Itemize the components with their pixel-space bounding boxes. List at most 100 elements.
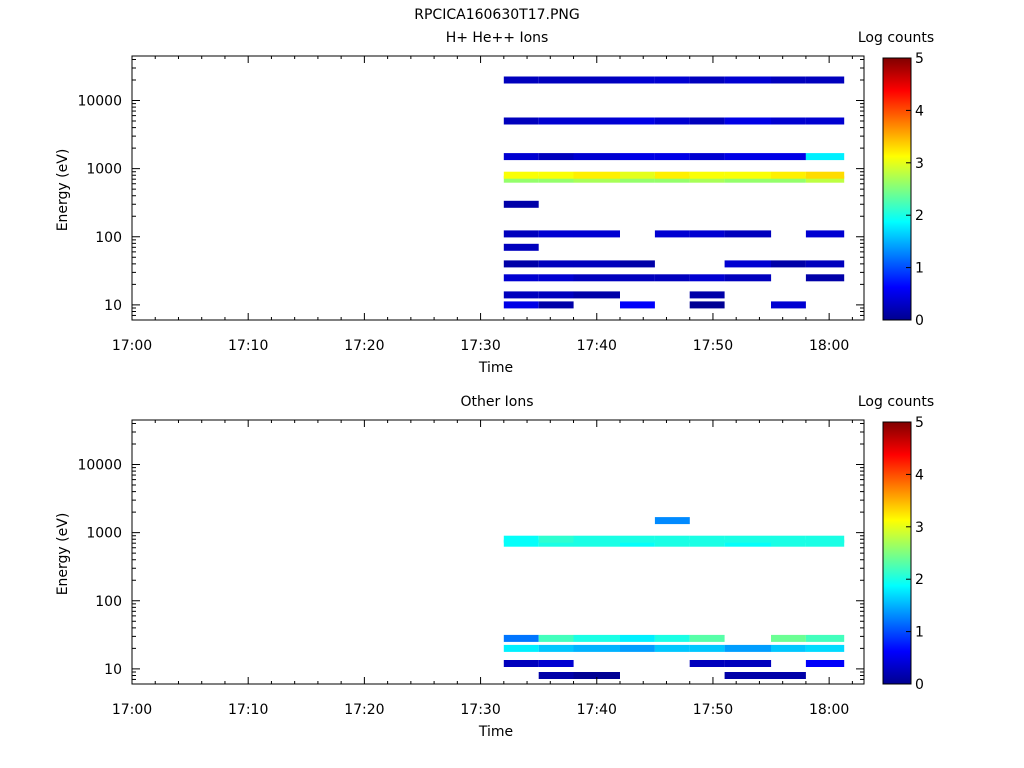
heatmap-cell (724, 153, 772, 161)
heatmap-cell (724, 274, 772, 282)
heatmap-cell (689, 153, 725, 161)
heatmap-cell (689, 301, 725, 309)
heatmap-cell (805, 535, 845, 543)
x-tick-label: 18:00 (809, 702, 849, 718)
heatmap-cell (620, 274, 655, 282)
x-tick-label: 17:00 (112, 702, 152, 718)
heatmap-cell (805, 175, 845, 183)
heatmap-cell (654, 274, 690, 282)
panel-h-he-ions: H+ He++ Ions Log counts Time Energy (eV)… (55, 30, 934, 376)
heatmap-cells (503, 517, 845, 679)
x-tick-label: 17:40 (577, 338, 617, 354)
heatmap-cell (538, 634, 574, 642)
heatmap-cell (689, 274, 725, 282)
colorbar-tick-label: 5 (915, 51, 924, 67)
heatmap-cell (503, 76, 539, 84)
y-tick-label: 10000 (77, 94, 122, 110)
heatmap-cell (771, 535, 806, 543)
y-axis-label: Energy (eV) (55, 513, 71, 596)
heatmap-cell (538, 539, 574, 547)
heatmap-cell (538, 660, 574, 667)
colorbar-label: Log counts (858, 30, 934, 46)
heatmap-cell (620, 175, 655, 183)
heatmap-cell (805, 260, 845, 268)
heatmap-cell (620, 301, 655, 309)
heatmap-cell (538, 76, 574, 84)
heatmap-cell (538, 230, 574, 238)
heatmap-cell (620, 76, 655, 84)
heatmap-cell (689, 230, 725, 238)
heatmap-cell (503, 200, 539, 208)
colorbar-tick-label: 0 (915, 677, 924, 693)
heatmap-cell (503, 260, 539, 268)
heatmap-cell (805, 539, 845, 547)
heatmap-cell (771, 260, 806, 268)
heatmap-cell (805, 660, 845, 667)
heatmap-cell (689, 660, 725, 667)
colorbar-gradient (882, 57, 912, 321)
heatmap-cell (538, 175, 574, 183)
heatmap-cell (771, 76, 806, 84)
x-tick-label: 17:50 (693, 338, 733, 354)
heatmap-cell (724, 230, 772, 238)
heatmap-cell (538, 301, 574, 309)
heatmap-cell (689, 644, 725, 652)
y-tick-label: 100 (95, 594, 122, 610)
colorbar-tick-label: 1 (915, 261, 924, 277)
heatmap-cell (538, 171, 574, 179)
x-axis-label: Time (478, 360, 513, 376)
heatmap-cell (654, 171, 690, 179)
heatmap-cell (654, 76, 690, 84)
heatmap-cell (503, 171, 539, 179)
heatmap-cell (724, 117, 772, 125)
heatmap-cell (503, 539, 539, 547)
heatmap-cell (573, 117, 620, 125)
heatmap-cell (573, 175, 620, 183)
heatmap-cell (654, 175, 690, 183)
heatmap-cell (573, 274, 620, 282)
plot-frame (131, 55, 865, 321)
colorbar-tick-label: 3 (915, 520, 924, 536)
heatmap-cell (654, 634, 690, 642)
x-tick-label: 17:10 (228, 338, 268, 354)
colorbar-tick-label: 1 (915, 625, 924, 641)
heatmap-cell (573, 291, 620, 299)
heatmap-cell (573, 539, 620, 547)
heatmap-cell (805, 634, 845, 642)
heatmap-cell (724, 535, 772, 543)
heatmap-cell (620, 634, 655, 642)
heatmap-cell (771, 539, 806, 547)
y-tick-label: 10 (104, 298, 122, 314)
plot-axes: 17:00 17:10 17:20 17:30 17:40 17:50 18:00 10 100… (77, 419, 865, 718)
heatmap-cell (620, 117, 655, 125)
panel-title: H+ He++ Ions (446, 30, 549, 46)
heatmap-cell (724, 672, 772, 679)
heatmap-cell (771, 634, 806, 642)
heatmap-cell (573, 171, 620, 179)
heatmap-cell (771, 153, 806, 161)
heatmap-cell (538, 644, 574, 652)
x-tick-label: 17:30 (460, 338, 500, 354)
colorbar-gradient (882, 421, 912, 685)
heatmap-cell (724, 260, 772, 268)
heatmap-cell (503, 291, 539, 299)
plot-axes: 17:00 17:10 17:20 17:30 17:40 17:50 18:00 10 100… (77, 55, 865, 354)
heatmap-cell (503, 153, 539, 161)
colorbar: 0 1 2 3 4 5 (882, 415, 924, 693)
heatmap-cell (724, 539, 772, 547)
heatmap-cell (503, 301, 539, 309)
heatmap-cell (654, 153, 690, 161)
colorbar-tick-label: 4 (915, 103, 924, 119)
heatmap-cell (689, 634, 725, 642)
heatmap-cell (573, 672, 620, 679)
heatmap-cell (654, 117, 690, 125)
heatmap-cell (538, 153, 574, 161)
heatmap-cell (573, 260, 620, 268)
heatmap-cell (654, 539, 690, 547)
heatmap-cell (503, 274, 539, 282)
heatmap-cell (503, 243, 539, 251)
y-axis-label: Energy (eV) (55, 149, 71, 232)
x-tick-label: 17:20 (344, 338, 384, 354)
heatmap-cell (724, 171, 772, 179)
panel-other-ions: Other Ions Log counts Time Energy (eV) 1… (55, 394, 934, 740)
